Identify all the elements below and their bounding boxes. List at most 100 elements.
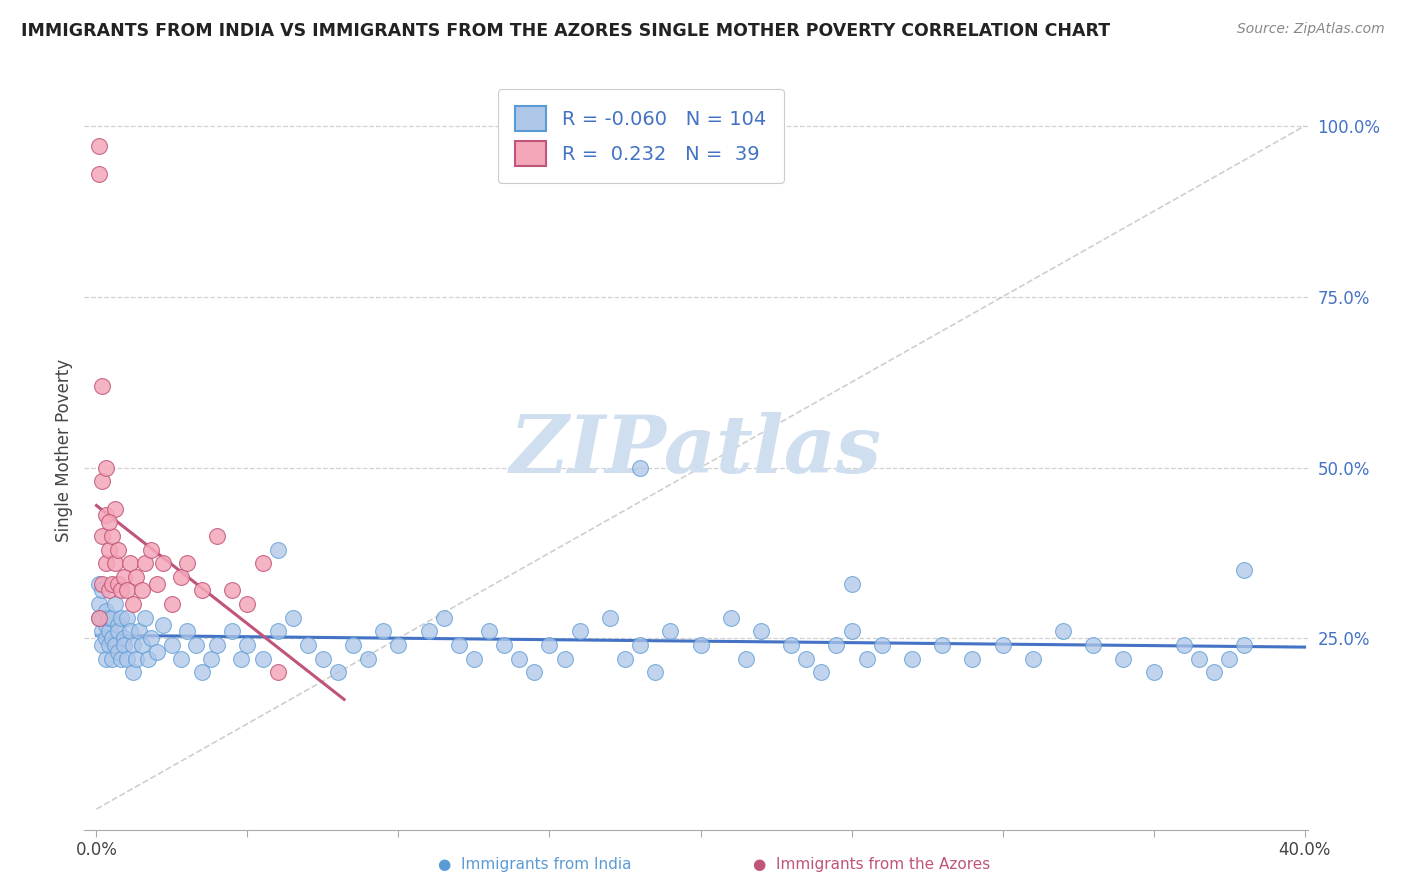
Point xyxy=(962,652,984,666)
Point xyxy=(991,638,1014,652)
Point xyxy=(121,597,143,611)
Point xyxy=(901,652,924,666)
Point xyxy=(146,645,169,659)
Point xyxy=(89,167,111,181)
Point xyxy=(1202,665,1225,680)
Point xyxy=(94,617,117,632)
Legend: R = -0.060   N = 104, R =  0.232   N =  39: R = -0.060 N = 104, R = 0.232 N = 39 xyxy=(498,88,783,184)
Point xyxy=(100,632,122,646)
Point xyxy=(131,583,153,598)
Point xyxy=(794,652,817,666)
Point xyxy=(207,529,229,543)
Point xyxy=(91,611,114,625)
Point xyxy=(91,474,114,488)
Point xyxy=(134,556,156,570)
Point xyxy=(94,460,117,475)
Text: IMMIGRANTS FROM INDIA VS IMMIGRANTS FROM THE AZORES SINGLE MOTHER POVERTY CORREL: IMMIGRANTS FROM INDIA VS IMMIGRANTS FROM… xyxy=(21,22,1111,40)
Point xyxy=(1233,563,1256,577)
Point xyxy=(94,652,117,666)
Point xyxy=(266,542,288,557)
Point xyxy=(152,617,174,632)
Point xyxy=(176,624,198,639)
Point xyxy=(1022,652,1045,666)
Point xyxy=(91,576,114,591)
Point xyxy=(160,638,183,652)
Point xyxy=(1052,624,1074,639)
Point xyxy=(1218,652,1240,666)
Point xyxy=(418,624,440,639)
Point xyxy=(191,665,214,680)
Point xyxy=(100,529,122,543)
Point xyxy=(110,652,132,666)
Point xyxy=(97,638,120,652)
Point xyxy=(810,665,832,680)
Point xyxy=(160,597,183,611)
Point xyxy=(100,576,122,591)
Point xyxy=(236,597,259,611)
Point xyxy=(170,652,193,666)
Point xyxy=(107,645,129,659)
Point xyxy=(734,652,756,666)
Point xyxy=(170,570,193,584)
Point xyxy=(568,624,591,639)
Point xyxy=(89,597,111,611)
Point xyxy=(628,638,651,652)
Point xyxy=(689,638,711,652)
Point xyxy=(1173,638,1195,652)
Point xyxy=(523,665,546,680)
Point xyxy=(373,624,395,639)
Point xyxy=(91,638,114,652)
Point xyxy=(433,611,456,625)
Point xyxy=(221,624,243,639)
Point xyxy=(252,556,274,570)
Point xyxy=(252,652,274,666)
Point xyxy=(870,638,893,652)
Point xyxy=(554,652,576,666)
Point xyxy=(107,576,129,591)
Point xyxy=(94,632,117,646)
Point xyxy=(538,638,561,652)
Point xyxy=(326,665,349,680)
Point xyxy=(780,638,803,652)
Point xyxy=(508,652,530,666)
Point xyxy=(107,617,129,632)
Point xyxy=(107,542,129,557)
Point xyxy=(221,583,243,598)
Point xyxy=(118,556,141,570)
Point xyxy=(134,611,156,625)
Point xyxy=(387,638,409,652)
Point xyxy=(112,570,135,584)
Point xyxy=(136,652,159,666)
Point xyxy=(103,501,125,516)
Point xyxy=(91,583,114,598)
Point xyxy=(89,611,111,625)
Point xyxy=(312,652,335,666)
Point xyxy=(1112,652,1135,666)
Point xyxy=(89,576,111,591)
Point xyxy=(644,665,666,680)
Point xyxy=(447,638,470,652)
Point xyxy=(91,624,114,639)
Point xyxy=(297,638,319,652)
Point xyxy=(89,139,111,153)
Point xyxy=(100,611,122,625)
Point xyxy=(103,597,125,611)
Point xyxy=(115,611,138,625)
Point xyxy=(91,378,114,392)
Point xyxy=(281,611,304,625)
Point xyxy=(110,583,132,598)
Point xyxy=(494,638,516,652)
Point xyxy=(231,652,253,666)
Y-axis label: Single Mother Poverty: Single Mother Poverty xyxy=(55,359,73,542)
Point xyxy=(139,632,162,646)
Point xyxy=(115,583,138,598)
Point xyxy=(97,624,120,639)
Text: ●  Immigrants from India: ● Immigrants from India xyxy=(437,857,631,872)
Point xyxy=(357,652,380,666)
Text: ZIPatlas: ZIPatlas xyxy=(510,412,882,489)
Point xyxy=(121,638,143,652)
Point xyxy=(720,611,742,625)
Point xyxy=(100,652,122,666)
Point xyxy=(236,638,259,652)
Point xyxy=(266,624,288,639)
